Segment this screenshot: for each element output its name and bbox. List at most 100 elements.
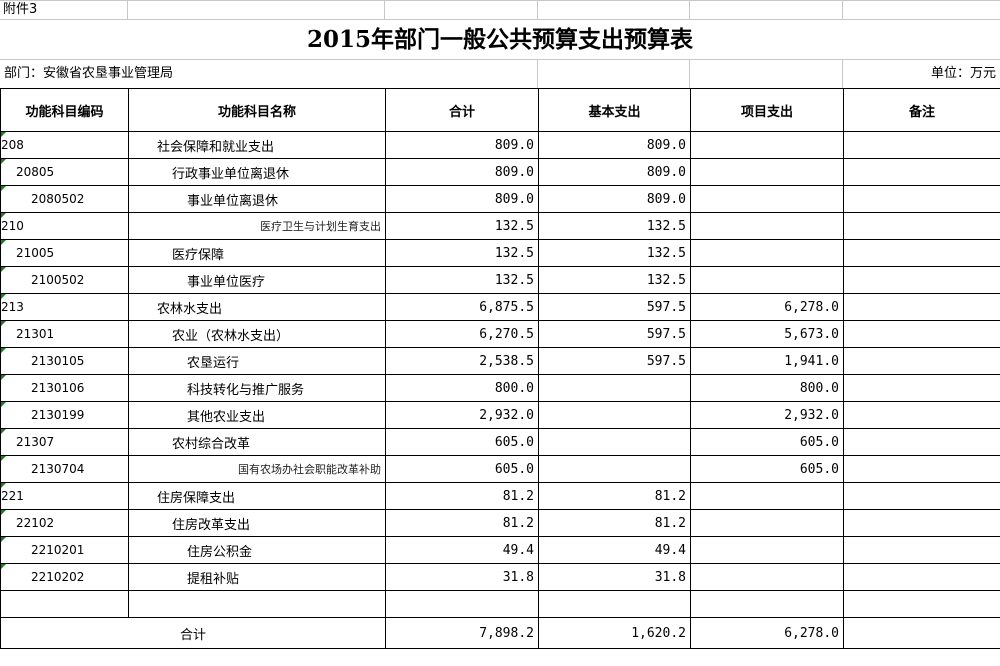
name-cell[interactable]: 社会保障和就业支出 <box>128 131 386 159</box>
name-cell[interactable]: 提租补贴 <box>128 563 386 591</box>
attachment-cell[interactable]: 附件3 <box>0 1 128 19</box>
project-cell[interactable] <box>690 131 844 159</box>
name-cell[interactable]: 医疗卫生与计划生育支出 <box>128 212 386 240</box>
basic-cell[interactable]: 31.8 <box>538 563 691 591</box>
code-cell[interactable]: 21301 <box>0 320 129 348</box>
basic-cell[interactable] <box>538 428 691 456</box>
code-cell[interactable]: 221 <box>0 482 129 510</box>
total-cell[interactable]: 132.5 <box>385 212 539 240</box>
name-cell[interactable]: 农林水支出 <box>128 293 386 321</box>
remark-cell[interactable] <box>843 347 1000 375</box>
project-cell[interactable]: 800.0 <box>690 374 844 402</box>
total-cell[interactable]: 809.0 <box>385 185 539 213</box>
project-cell[interactable] <box>690 185 844 213</box>
total-cell[interactable]: 2,932.0 <box>385 401 539 429</box>
basic-cell[interactable]: 809.0 <box>538 131 691 159</box>
project-cell[interactable]: 1,941.0 <box>690 347 844 375</box>
total-basic[interactable]: 1,620.2 <box>538 617 691 649</box>
basic-cell[interactable]: 597.5 <box>538 293 691 321</box>
remark-cell[interactable] <box>843 401 1000 429</box>
empty-cell[interactable] <box>690 590 844 618</box>
remark-cell[interactable] <box>843 293 1000 321</box>
project-cell[interactable]: 6,278.0 <box>690 293 844 321</box>
name-cell[interactable]: 事业单位医疗 <box>128 266 386 294</box>
remark-cell[interactable] <box>843 563 1000 591</box>
header-name[interactable]: 功能科目名称 <box>128 88 386 132</box>
name-cell[interactable]: 住房保障支出 <box>128 482 386 510</box>
remark-cell[interactable] <box>843 131 1000 159</box>
name-cell[interactable]: 事业单位离退休 <box>128 185 386 213</box>
basic-cell[interactable]: 81.2 <box>538 482 691 510</box>
name-cell[interactable]: 医疗保障 <box>128 239 386 267</box>
name-cell[interactable]: 国有农场办社会职能改革补助 <box>128 455 386 483</box>
code-cell[interactable]: 2100502 <box>0 266 129 294</box>
empty-cell[interactable] <box>385 590 539 618</box>
remark-cell[interactable] <box>843 185 1000 213</box>
code-cell[interactable]: 2130105 <box>0 347 129 375</box>
project-cell[interactable] <box>690 509 844 537</box>
header-code[interactable]: 功能科目编码 <box>0 88 129 132</box>
total-cell[interactable]: 81.2 <box>385 509 539 537</box>
name-cell[interactable]: 农业（农林水支出） <box>128 320 386 348</box>
basic-cell[interactable]: 809.0 <box>538 185 691 213</box>
project-cell[interactable] <box>690 266 844 294</box>
code-cell[interactable]: 213 <box>0 293 129 321</box>
code-cell[interactable]: 208 <box>0 131 129 159</box>
project-cell[interactable]: 5,673.0 <box>690 320 844 348</box>
basic-cell[interactable]: 49.4 <box>538 536 691 564</box>
code-cell[interactable]: 2210202 <box>0 563 129 591</box>
project-cell[interactable] <box>690 563 844 591</box>
remark-cell[interactable] <box>843 482 1000 510</box>
total-cell[interactable]: 132.5 <box>385 266 539 294</box>
basic-cell[interactable] <box>538 374 691 402</box>
empty-cell[interactable] <box>128 590 386 618</box>
remark-cell[interactable] <box>843 455 1000 483</box>
total-cell[interactable]: 605.0 <box>385 428 539 456</box>
remark-cell[interactable] <box>843 509 1000 537</box>
remark-cell[interactable] <box>843 536 1000 564</box>
empty-cell[interactable] <box>128 1 385 19</box>
code-cell[interactable]: 2130106 <box>0 374 129 402</box>
basic-cell[interactable]: 81.2 <box>538 509 691 537</box>
basic-cell[interactable]: 597.5 <box>538 320 691 348</box>
basic-cell[interactable]: 132.5 <box>538 266 691 294</box>
empty-cell[interactable] <box>843 590 1000 618</box>
total-sum[interactable]: 7,898.2 <box>385 617 539 649</box>
total-cell[interactable]: 6,270.5 <box>385 320 539 348</box>
remark-cell[interactable] <box>843 158 1000 186</box>
name-cell[interactable]: 住房公积金 <box>128 536 386 564</box>
name-cell[interactable]: 农村综合改革 <box>128 428 386 456</box>
basic-cell[interactable] <box>538 401 691 429</box>
empty-cell[interactable] <box>690 1 843 19</box>
total-project[interactable]: 6,278.0 <box>690 617 844 649</box>
project-cell[interactable] <box>690 482 844 510</box>
code-cell[interactable]: 2130704 <box>0 455 129 483</box>
name-cell[interactable]: 其他农业支出 <box>128 401 386 429</box>
project-cell[interactable]: 2,932.0 <box>690 401 844 429</box>
remark-cell[interactable] <box>843 320 1000 348</box>
basic-cell[interactable]: 132.5 <box>538 239 691 267</box>
basic-cell[interactable] <box>538 455 691 483</box>
project-cell[interactable]: 605.0 <box>690 455 844 483</box>
project-cell[interactable] <box>690 239 844 267</box>
header-project[interactable]: 项目支出 <box>690 88 844 132</box>
project-cell[interactable] <box>690 158 844 186</box>
code-cell[interactable]: 2080502 <box>0 185 129 213</box>
total-cell[interactable]: 2,538.5 <box>385 347 539 375</box>
code-cell[interactable]: 210 <box>0 212 129 240</box>
basic-cell[interactable]: 132.5 <box>538 212 691 240</box>
header-remark[interactable]: 备注 <box>843 88 1000 132</box>
total-cell[interactable]: 800.0 <box>385 374 539 402</box>
header-basic[interactable]: 基本支出 <box>538 88 691 132</box>
empty-cell[interactable] <box>0 590 129 618</box>
empty-cell[interactable] <box>538 590 691 618</box>
remark-cell[interactable] <box>843 212 1000 240</box>
project-cell[interactable]: 605.0 <box>690 428 844 456</box>
project-cell[interactable] <box>690 212 844 240</box>
total-cell[interactable]: 132.5 <box>385 239 539 267</box>
total-cell[interactable]: 605.0 <box>385 455 539 483</box>
code-cell[interactable]: 2130199 <box>0 401 129 429</box>
code-cell[interactable]: 21005 <box>0 239 129 267</box>
name-cell[interactable]: 行政事业单位离退休 <box>128 158 386 186</box>
remark-cell[interactable] <box>843 617 1000 649</box>
